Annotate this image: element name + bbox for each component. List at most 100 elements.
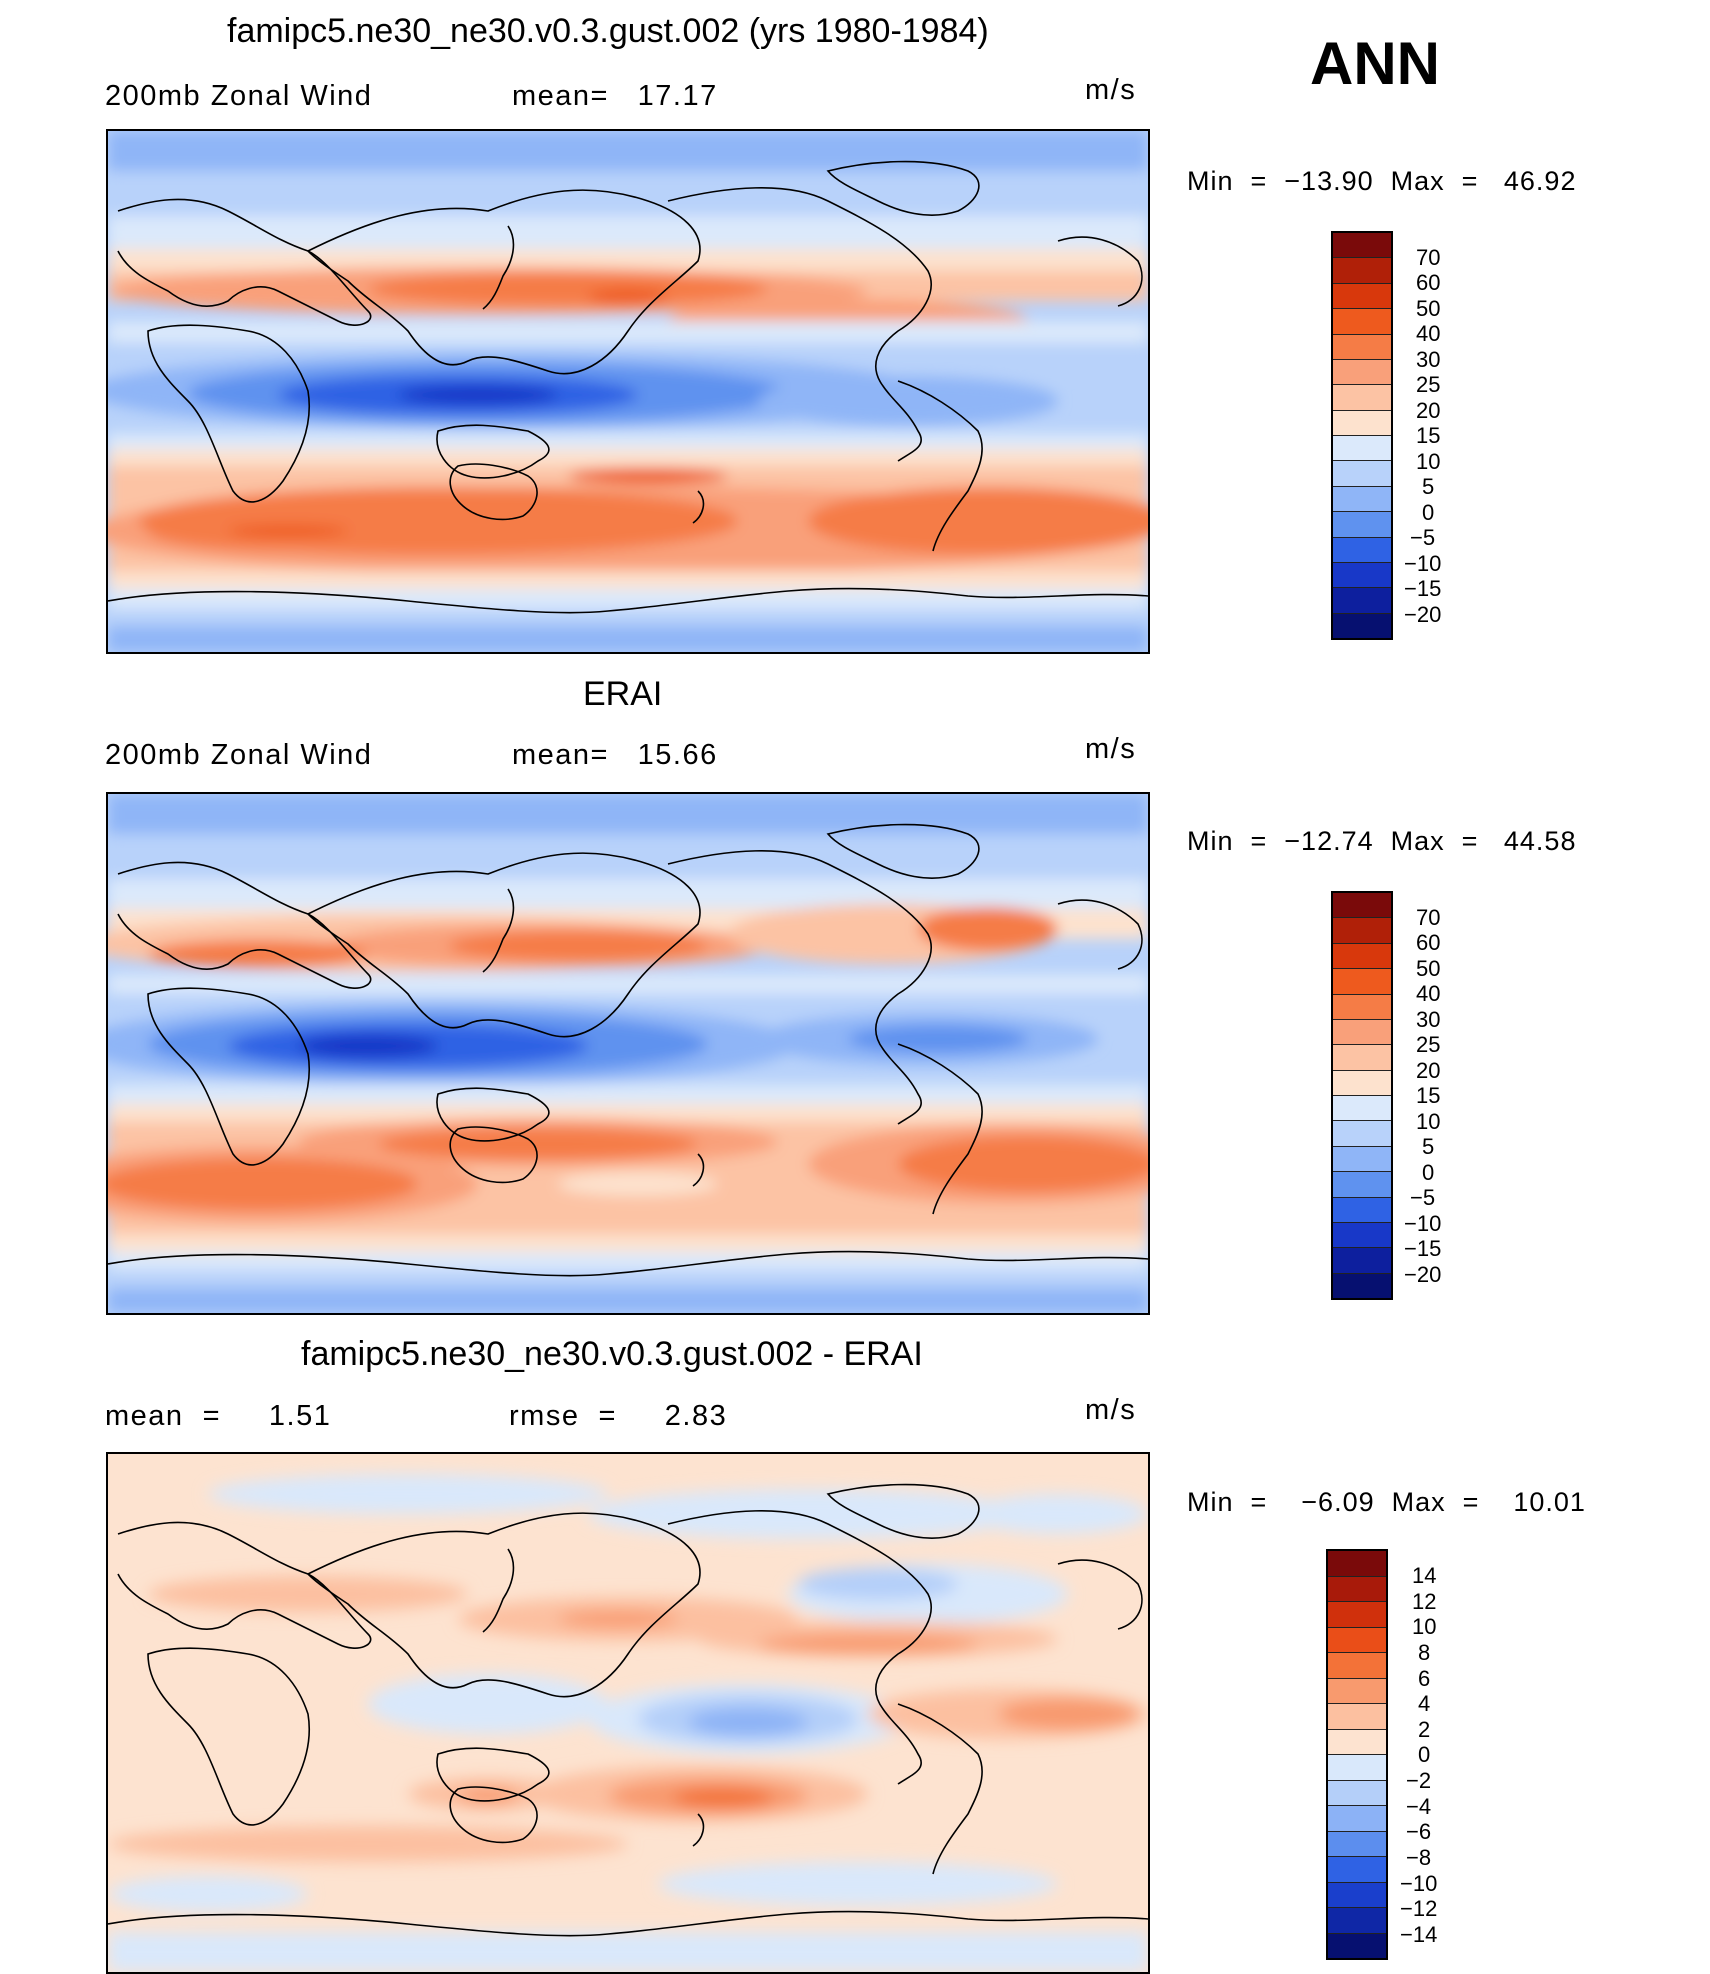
colorbar-label: −10 [1404, 1211, 1442, 1236]
panel1-units: m/s [1085, 74, 1137, 106]
colorbar-box [1328, 1780, 1386, 1806]
colorbar-box [1333, 385, 1391, 411]
colorbar-label: 20 [1416, 398, 1441, 423]
colorbar-box [1328, 1729, 1386, 1755]
colorbar-label: −12 [1400, 1896, 1438, 1921]
colorbar-label: 15 [1416, 1083, 1441, 1108]
colorbar-box [1333, 1121, 1391, 1147]
panel3-mean-label: mean = 1.51 [105, 1400, 332, 1432]
colorbar-box [1333, 1172, 1391, 1198]
colorbar-box [1328, 1704, 1386, 1730]
colorbar-box [1333, 943, 1391, 970]
colorbar-box [1328, 1755, 1386, 1781]
colorbar-box [1333, 1096, 1391, 1122]
colorbar-label: 12 [1412, 1589, 1437, 1614]
colorbar-label: 70 [1416, 905, 1441, 930]
colorbar-label: 0 [1418, 1742, 1431, 1767]
colorbar-box [1328, 1831, 1386, 1857]
season-label: ANN [1310, 30, 1440, 97]
colorbar-box [1333, 994, 1391, 1020]
panel2-colorbar-labels: 70 60 50 40 30 25 20 15 10 5 0 −5 −10 −1… [1404, 891, 1480, 1300]
colorbar-box [1333, 486, 1391, 513]
colorbar-box [1333, 1273, 1391, 1298]
colorbar-box [1333, 1146, 1391, 1173]
colorbar-box [1328, 1933, 1386, 1958]
panel1-variable-label: 200mb Zonal Wind [105, 80, 373, 112]
panel1-minmax: Min = −13.90 Max = 46.92 [1187, 166, 1577, 196]
panel2-map [106, 792, 1150, 1315]
panel3-units: m/s [1085, 1394, 1137, 1426]
colorbar-label: 0 [1422, 1160, 1435, 1185]
panel2-minmax: Min = −12.74 Max = 44.58 [1187, 826, 1577, 856]
colorbar-box [1333, 334, 1391, 360]
colorbar-box [1333, 1197, 1391, 1223]
panel3-colorbar [1326, 1549, 1388, 1960]
panel1-map [106, 129, 1150, 654]
panel2-title: ERAI [583, 675, 663, 713]
colorbar-label: 25 [1416, 372, 1441, 397]
colorbar-box [1333, 309, 1391, 335]
panel3-rmse-label: rmse = 2.83 [509, 1400, 728, 1432]
colorbar-box [1333, 1248, 1391, 1274]
colorbar-box [1333, 233, 1391, 259]
colorbar-label: 50 [1416, 296, 1441, 321]
colorbar-label: 20 [1416, 1058, 1441, 1083]
colorbar-box [1328, 1908, 1386, 1934]
colorbar-label: −4 [1406, 1794, 1432, 1819]
colorbar-label: 50 [1416, 956, 1441, 981]
colorbar-label: −15 [1404, 576, 1442, 601]
colorbar-box [1333, 283, 1391, 310]
colorbar-label: −2 [1406, 1768, 1432, 1793]
panel2-variable-label: 200mb Zonal Wind [105, 739, 373, 771]
colorbar-label: 10 [1412, 1614, 1437, 1639]
colorbar-box [1333, 359, 1391, 386]
colorbar-label: 6 [1418, 1666, 1431, 1691]
colorbar-label: 40 [1416, 321, 1441, 346]
colorbar-box [1333, 1045, 1391, 1071]
panel1-mean-label: mean= 17.17 [512, 80, 718, 112]
colorbar-box [1328, 1627, 1386, 1653]
colorbar-label: −8 [1406, 1845, 1432, 1870]
colorbar-label: 2 [1418, 1717, 1431, 1742]
colorbar-label: 40 [1416, 981, 1441, 1006]
colorbar-box [1333, 893, 1391, 919]
colorbar-label: −20 [1404, 1262, 1442, 1287]
colorbar-label: 4 [1418, 1691, 1431, 1716]
colorbar-label: 60 [1416, 930, 1441, 955]
colorbar-label: 0 [1422, 500, 1435, 525]
colorbar-box [1328, 1602, 1386, 1628]
colorbar-label: 25 [1416, 1032, 1441, 1057]
panel2-mean-label: mean= 15.66 [512, 739, 718, 771]
colorbar-box [1333, 969, 1391, 995]
colorbar-label: −5 [1410, 525, 1436, 550]
colorbar-label: 10 [1416, 1109, 1441, 1134]
colorbar-box [1333, 537, 1391, 563]
colorbar-box [1333, 562, 1391, 589]
colorbar-label: 70 [1416, 245, 1441, 270]
panel1-colorbar-labels: 70 60 50 40 30 25 20 15 10 5 0 −5 −10 −1… [1404, 231, 1480, 640]
colorbar-label: 10 [1416, 449, 1441, 474]
colorbar-box [1328, 1857, 1386, 1883]
colorbar-label: 30 [1416, 1007, 1441, 1032]
panel1-title: famipc5.ne30_ne30.v0.3.gust.002 (yrs 198… [227, 12, 989, 50]
panel3-minmax: Min = −6.09 Max = 10.01 [1187, 1487, 1586, 1517]
colorbar-label: −10 [1400, 1871, 1438, 1896]
colorbar-box [1328, 1882, 1386, 1908]
colorbar-label: 60 [1416, 270, 1441, 295]
colorbar-label: 30 [1416, 347, 1441, 372]
colorbar-box [1328, 1678, 1386, 1704]
colorbar-label: 5 [1422, 474, 1435, 499]
colorbar-label: −15 [1404, 1236, 1442, 1261]
colorbar-box [1328, 1551, 1386, 1577]
colorbar-box [1328, 1653, 1386, 1679]
colorbar-box [1333, 461, 1391, 487]
panel2-colorbar [1331, 891, 1393, 1300]
colorbar-label: −6 [1406, 1819, 1432, 1844]
colorbar-box [1333, 613, 1391, 638]
colorbar-label: 14 [1412, 1563, 1437, 1588]
colorbar-box [1333, 918, 1391, 944]
panel3-map [106, 1452, 1150, 1974]
colorbar-label: −14 [1400, 1922, 1438, 1947]
colorbar-label: 8 [1418, 1640, 1431, 1665]
